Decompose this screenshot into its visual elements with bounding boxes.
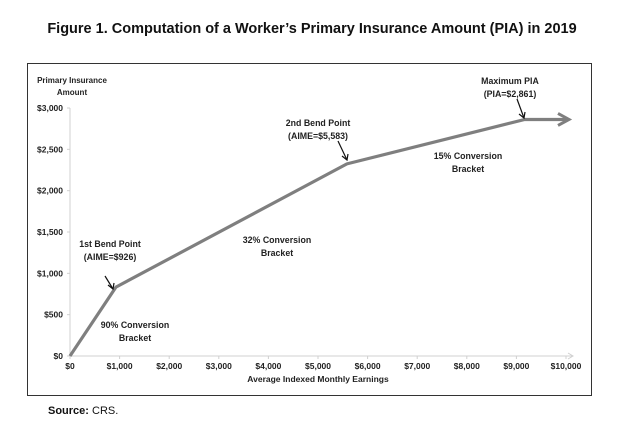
annotation-line: 1st Bend Point [79,239,141,249]
annotation-arrowhead-icon [107,282,115,291]
annotation-arrowhead-icon [341,153,349,162]
y-tick-label: $0 [54,351,64,361]
x-tick-label: $0 [65,361,75,371]
y-tick-label: $500 [44,310,63,320]
source-value: CRS. [92,405,119,417]
annotation-line: 90% Conversion [100,320,170,330]
line-arrowhead-icon [557,112,573,127]
y-tick-label: $2,500 [37,144,63,154]
x-tick-label: $10,000 [551,361,582,371]
y-tick-label: $2,000 [37,186,63,196]
y-tick-label: $1,000 [37,268,63,278]
annotation-line: Maximum PIA [481,76,539,86]
x-axis-label: Average Indexed Monthly Earnings [247,374,389,384]
y-axis-label: Amount [57,88,88,97]
annotation-arrow-icon [516,98,525,119]
annotation-arrow-icon [104,275,114,290]
annotation-line: (AIME=$5,583) [288,131,348,141]
x-tick-label: $3,000 [206,361,232,371]
first-bend-point-label: 1st Bend Point (AIME=$926) [40,238,180,264]
annotation-line: Bracket [118,333,152,343]
annotation-line: (AIME=$926) [83,252,137,262]
annotation-arrow-icon [337,140,348,161]
x-tick-label: $8,000 [454,361,480,371]
32-percent-bracket-label: 32% Conversion Bracket [207,234,347,260]
x-tick-label: $6,000 [355,361,381,371]
15-percent-bracket-label: 15% Conversion Bracket [398,150,538,176]
source-label: Source: [48,405,89,417]
x-tick-label: $4,000 [255,361,281,371]
annotation-line: (PIA=$2,861) [483,89,537,99]
figure-title: Figure 1. Computation of a Worker’s Prim… [47,21,577,37]
y-tick-label: $3,000 [37,103,63,113]
source-note: Source: CRS. [48,405,118,417]
second-bend-point-label: 2nd Bend Point (AIME=$5,583) [248,117,388,143]
annotation-line: 32% Conversion [242,235,312,245]
y-axis-label: Primary Insurance [37,76,107,85]
90-percent-bracket-label: 90% Conversion Bracket [65,319,205,345]
x-axis-arrow-icon [567,352,574,360]
annotation-line: 2nd Bend Point [285,118,351,128]
x-tick-label: $2,000 [156,361,182,371]
annotation-line: Bracket [260,248,294,258]
pia-line [68,117,566,357]
y-tick-label: $1,500 [37,227,63,237]
annotation-arrowhead-icon [518,111,526,120]
maximum-pia-label: Maximum PIA (PIA=$2,861) [440,75,580,101]
x-tick-label: $1,000 [107,361,133,371]
x-tick-label: $7,000 [404,361,430,371]
chart-frame [27,63,592,396]
annotation-line: 15% Conversion [433,151,503,161]
x-tick-label: $9,000 [503,361,529,371]
annotation-line: Bracket [451,164,485,174]
x-tick-label: $5,000 [305,361,331,371]
